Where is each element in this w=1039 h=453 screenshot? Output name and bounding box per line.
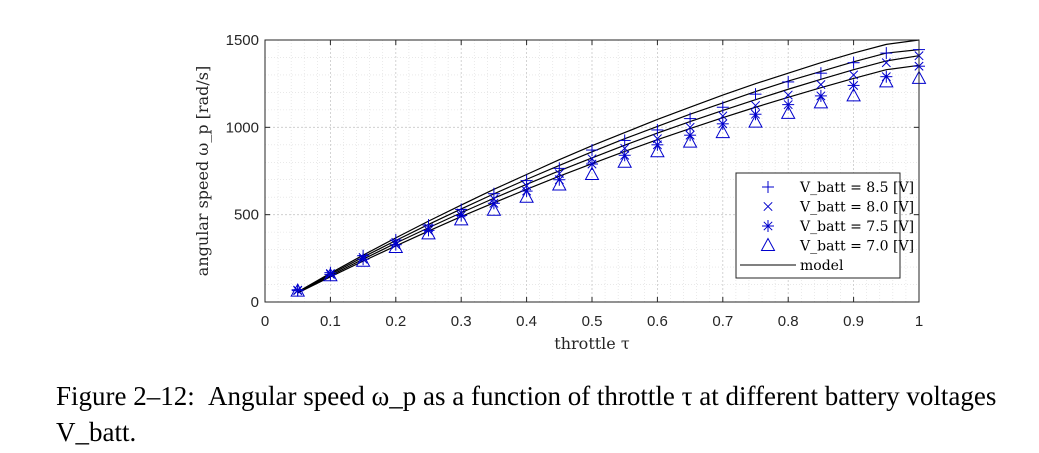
- data-point-plus: [847, 56, 860, 69]
- data-point-asterisk: [586, 158, 598, 171]
- model-line-1: [297, 39, 920, 293]
- data-point-triangle: [813, 94, 829, 109]
- axis-ticks: 0 0.1 0.2 0.3 0.4 0.5 0.6 0.7 0.8 0.9 1 0 500 1000 150…: [226, 32, 924, 330]
- chart: 0 0.1 0.2 0.3 0.4 0.5 0.6 0.7 0.8 0.9 1 0 500 1000 150…: [193, 32, 927, 353]
- x-tick-label: 0.2: [385, 313, 406, 330]
- x-tick-label: 0.8: [778, 313, 799, 330]
- data-point-asterisk: [716, 117, 729, 130]
- legend-x-icon: [763, 201, 773, 212]
- data-point-triangle: [290, 283, 306, 297]
- data-point-asterisk: [553, 173, 566, 186]
- y-axis-label: angular speed ω_p [rad/s]: [193, 66, 212, 276]
- data-point-asterisk: [357, 253, 370, 266]
- data-point-triangle: [715, 124, 731, 139]
- legend-label: V_batt = 7.0 [V]: [799, 239, 914, 255]
- data-point-plus: [684, 112, 697, 125]
- legend-plus-icon: [762, 181, 774, 193]
- data-point-asterisk: [782, 98, 795, 111]
- data-point-triangle: [650, 143, 665, 158]
- y-tick-label: 500: [234, 207, 259, 224]
- data-point-x: [685, 122, 695, 132]
- x-tick-label: 0.1: [320, 313, 341, 330]
- x-tick-label: 0.3: [451, 313, 472, 330]
- data-point-plus: [749, 88, 762, 101]
- x-tick-label: 0.6: [647, 313, 668, 330]
- legend-label: V_batt = 8.0 [V]: [799, 200, 914, 216]
- data-point-triangle: [519, 189, 534, 203]
- data-point-triangle: [551, 176, 567, 191]
- data-point-x: [816, 79, 826, 90]
- data-point-x: [718, 111, 728, 121]
- data-point-x: [750, 100, 761, 111]
- caption-text: Angular speed ω_p as a function of throt…: [56, 381, 997, 447]
- data-point-plus: [618, 134, 631, 147]
- x-tick-label: 1: [915, 313, 923, 330]
- x-tick-label: 0: [261, 313, 269, 330]
- data-point-x: [881, 58, 891, 68]
- data-point-triangle: [780, 105, 796, 119]
- legend-label: V_batt = 7.5 [V]: [799, 219, 914, 235]
- model-line-4: [297, 64, 920, 294]
- data-point-plus: [880, 47, 893, 60]
- data-point-triangle: [388, 239, 404, 254]
- data-point-plus: [553, 162, 566, 175]
- legend-label: V_batt = 8.5 [V]: [799, 180, 914, 196]
- y-tick-label: 0: [251, 294, 259, 311]
- data-point-plus: [651, 123, 664, 136]
- data-point-triangle: [584, 166, 600, 180]
- data-point-triangle: [846, 87, 861, 102]
- data-point-plus: [814, 67, 827, 80]
- data-point-triangle: [355, 253, 371, 267]
- data-point-x: [620, 143, 630, 153]
- data-markers: [290, 43, 927, 297]
- data-point-triangle: [682, 134, 698, 148]
- legend-asterisk-icon: [762, 220, 774, 232]
- data-point-x: [783, 90, 793, 100]
- data-point-triangle: [878, 73, 894, 88]
- y-tick-label: 1000: [226, 119, 259, 136]
- data-point-asterisk: [880, 70, 893, 83]
- legend-triangle-icon: [760, 237, 776, 251]
- data-point-triangle: [617, 154, 633, 168]
- caption-lead: Figure 2–12:: [56, 381, 195, 411]
- data-point-plus: [716, 101, 729, 114]
- x-tick-label: 0.7: [712, 313, 733, 330]
- x-axis-label: throttle τ: [554, 334, 630, 353]
- data-point-asterisk: [324, 268, 337, 281]
- y-tick-label: 1500: [226, 32, 259, 49]
- figure-caption: Figure 2–12: Angular speed ω_p as a func…: [56, 378, 1036, 450]
- data-point-asterisk: [422, 224, 435, 237]
- data-point-triangle: [453, 211, 469, 226]
- data-point-triangle: [486, 202, 502, 216]
- legend-label: model: [800, 258, 844, 274]
- data-point-plus: [520, 174, 533, 187]
- x-tick-label: 0.4: [516, 313, 537, 330]
- data-point-triangle: [323, 267, 338, 282]
- x-tick-label: 0.5: [582, 313, 603, 330]
- data-point-triangle: [421, 225, 436, 240]
- data-point-x: [849, 70, 859, 80]
- data-point-triangle: [748, 114, 763, 128]
- data-point-plus: [586, 144, 598, 157]
- x-tick-label: 0.9: [843, 313, 864, 330]
- data-point-plus: [782, 75, 795, 88]
- model-line-3: [297, 55, 920, 294]
- legend: V_batt = 8.5 [V] V_batt = 8.0 [V] V_batt =…: [735, 172, 914, 279]
